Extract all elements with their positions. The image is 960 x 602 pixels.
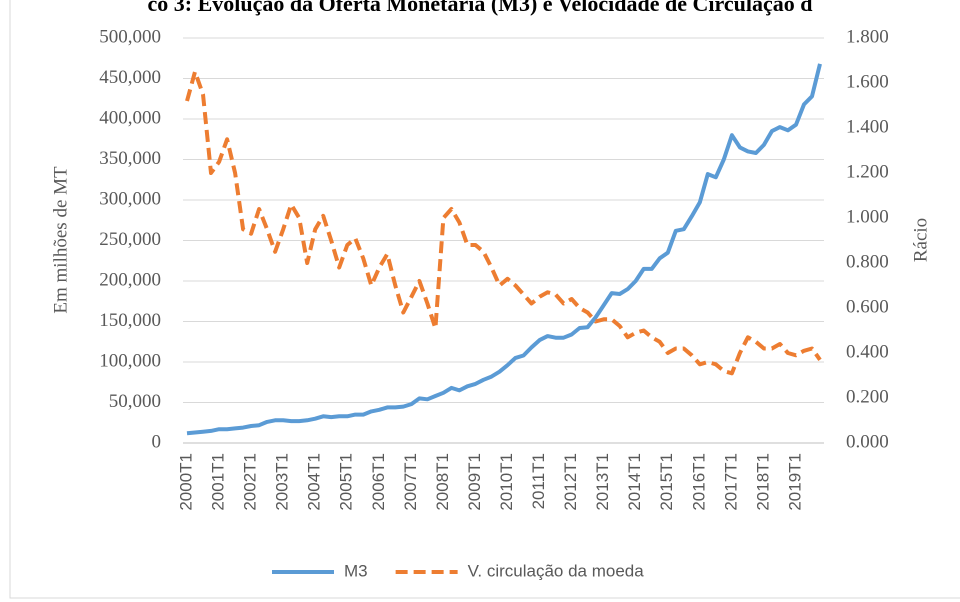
y-tick-label: 400,000 xyxy=(99,107,161,128)
series-line xyxy=(185,69,822,376)
y2-tick-label: 1.000 xyxy=(846,206,889,227)
x-tick-label: 2017T1 xyxy=(721,453,740,511)
x-tick-label: 2013T1 xyxy=(593,453,612,511)
y-tick-label: 150,000 xyxy=(99,310,161,331)
y2-tick-label: 0.200 xyxy=(846,386,889,407)
x-tick-label: 2008T1 xyxy=(433,453,452,511)
y-axis-label: Em milhões de MT xyxy=(50,166,71,314)
x-tick-label: 2003T1 xyxy=(273,453,292,511)
y2-axis-label: Rácio xyxy=(910,218,931,262)
y-tick-label: 300,000 xyxy=(99,188,161,209)
series-line xyxy=(186,63,822,436)
x-tick-label: 2000T1 xyxy=(176,453,195,511)
y-tick-label: 450,000 xyxy=(99,67,161,88)
x-tick-label: 2006T1 xyxy=(369,453,388,511)
x-tick-label: 2010T1 xyxy=(497,453,516,511)
y-tick-label: 350,000 xyxy=(99,148,161,169)
chart-border xyxy=(9,0,960,599)
y2-tick-label: 1.400 xyxy=(846,116,889,137)
y-tick-label: 0 xyxy=(152,431,162,452)
y-tick-label: 50,000 xyxy=(109,391,161,412)
x-tick-label: 2004T1 xyxy=(305,453,324,511)
x-tick-label: 2018T1 xyxy=(753,453,772,511)
x-tick-label: 2011T1 xyxy=(529,453,548,509)
x-tick-label: 2009T1 xyxy=(465,453,484,511)
x-tick-label: 2005T1 xyxy=(337,453,356,511)
legend-label: V. circulação da moeda xyxy=(468,561,645,580)
y2-tick-label: 1.800 xyxy=(846,26,889,47)
y2-tick-label: 0.600 xyxy=(846,296,889,317)
x-tick-label: 2015T1 xyxy=(657,453,676,511)
y-tick-label: 250,000 xyxy=(99,229,161,250)
y-tick-label: 100,000 xyxy=(99,350,161,371)
x-tick-label: 2012T1 xyxy=(561,453,580,511)
y2-tick-label: 0.400 xyxy=(846,341,889,362)
x-tick-label: 2016T1 xyxy=(689,453,708,511)
y2-tick-label: 0.800 xyxy=(846,251,889,272)
y-tick-label: 200,000 xyxy=(99,269,161,290)
x-tick-label: 2014T1 xyxy=(625,453,644,511)
x-tick-label: 2002T1 xyxy=(241,453,260,511)
y2-tick-label: 1.200 xyxy=(846,161,889,182)
chart-title: co 3: Evolução da Oferta Monetária (M3) … xyxy=(148,0,813,16)
x-tick-label: 2019T1 xyxy=(785,453,804,511)
legend-label: M3 xyxy=(344,561,368,580)
x-tick-label: 2001T1 xyxy=(209,453,228,511)
y-tick-label: 500,000 xyxy=(99,26,161,47)
x-tick-label: 2007T1 xyxy=(401,453,420,511)
y2-tick-label: 1.600 xyxy=(846,71,889,92)
y2-tick-label: 0.000 xyxy=(846,431,889,452)
